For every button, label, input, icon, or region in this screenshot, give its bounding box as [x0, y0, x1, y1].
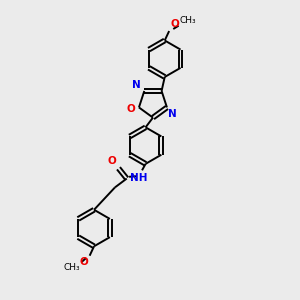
Text: NH: NH: [130, 173, 148, 183]
Text: CH₃: CH₃: [64, 263, 80, 272]
Text: O: O: [126, 103, 135, 114]
Text: N: N: [168, 109, 177, 118]
Text: O: O: [79, 257, 88, 268]
Text: CH₃: CH₃: [180, 16, 196, 25]
Text: O: O: [107, 156, 116, 166]
Text: N: N: [132, 80, 141, 89]
Text: O: O: [171, 19, 180, 29]
